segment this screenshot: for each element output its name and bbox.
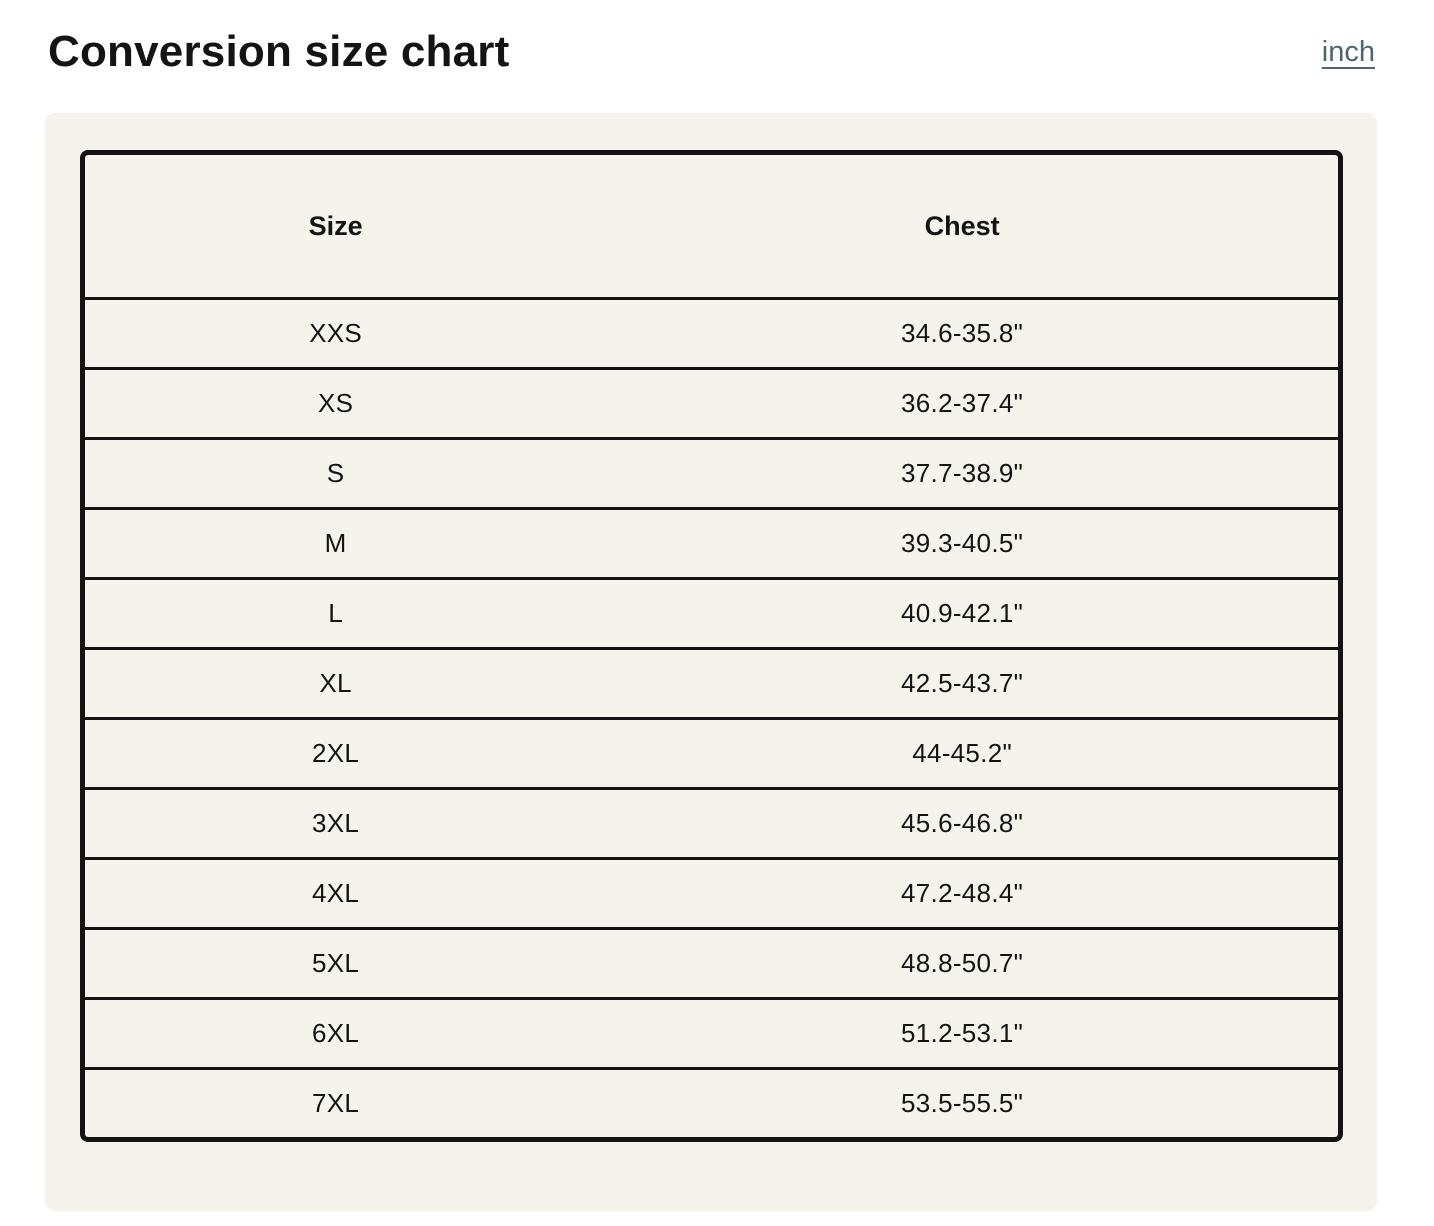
table-row: XL 42.5-43.7" xyxy=(85,647,1338,717)
chest-cell: 53.5-55.5" xyxy=(586,1067,1338,1137)
table-row: M 39.3-40.5" xyxy=(85,507,1338,577)
table-header: Size Chest xyxy=(85,155,1338,297)
table-row: XXS 34.6-35.8" xyxy=(85,297,1338,367)
page-title: Conversion size chart xyxy=(48,27,510,76)
chest-cell: 48.8-50.7" xyxy=(586,927,1338,997)
table-row: 5XL 48.8-50.7" xyxy=(85,927,1338,997)
chest-cell: 36.2-37.4" xyxy=(586,367,1338,437)
chest-cell: 51.2-53.1" xyxy=(586,997,1338,1067)
table-row: XS 36.2-37.4" xyxy=(85,367,1338,437)
chest-cell: 34.6-35.8" xyxy=(586,297,1338,367)
table-row: 3XL 45.6-46.8" xyxy=(85,787,1338,857)
size-cell: 3XL xyxy=(85,787,587,857)
chest-cell: 47.2-48.4" xyxy=(586,857,1338,927)
size-cell: M xyxy=(85,507,587,577)
size-cell: 2XL xyxy=(85,717,587,787)
column-header-chest: Chest xyxy=(924,210,1000,241)
size-chart-body: XXS 34.6-35.8" XS 36.2-37.4" S 37.7-38.9" M 39.… xyxy=(85,297,1338,1137)
size-cell: 7XL xyxy=(85,1067,587,1137)
size-cell: L xyxy=(85,577,587,647)
chest-cell: 39.3-40.5" xyxy=(586,507,1338,577)
size-cell: 5XL xyxy=(85,927,587,997)
size-cell: XS xyxy=(85,367,587,437)
chest-cell: 45.6-46.8" xyxy=(586,787,1338,857)
size-cell: 4XL xyxy=(85,857,587,927)
chest-cell: 37.7-38.9" xyxy=(586,437,1338,507)
column-header-size: Size xyxy=(308,210,363,241)
header-row: Size Chest xyxy=(85,155,1338,297)
table-row: 4XL 47.2-48.4" xyxy=(85,857,1338,927)
size-cell: 6XL xyxy=(85,997,587,1067)
chest-cell: 44-45.2" xyxy=(586,717,1338,787)
table-row: 7XL 53.5-55.5" xyxy=(85,1067,1338,1137)
table-row: 2XL 44-45.2" xyxy=(85,717,1338,787)
size-cell: S xyxy=(85,437,587,507)
size-cell: XXS xyxy=(85,297,587,367)
chest-cell: 42.5-43.7" xyxy=(586,647,1338,717)
size-cell: XL xyxy=(85,647,587,717)
unit-toggle-link[interactable]: inch xyxy=(1321,36,1375,68)
header-bar: Conversion size chart inch xyxy=(0,0,1434,113)
table-row: S 37.7-38.9" xyxy=(85,437,1338,507)
size-chart-table: Size Chest XXS 34.6-35.8" XS 36.2-37.4" S 37.… xyxy=(80,150,1343,1142)
size-chart-panel: Size Chest XXS 34.6-35.8" XS 36.2-37.4" S 37.… xyxy=(45,113,1377,1211)
table-row: 6XL 51.2-53.1" xyxy=(85,997,1338,1067)
chest-cell: 40.9-42.1" xyxy=(586,577,1338,647)
table-row: L 40.9-42.1" xyxy=(85,577,1338,647)
